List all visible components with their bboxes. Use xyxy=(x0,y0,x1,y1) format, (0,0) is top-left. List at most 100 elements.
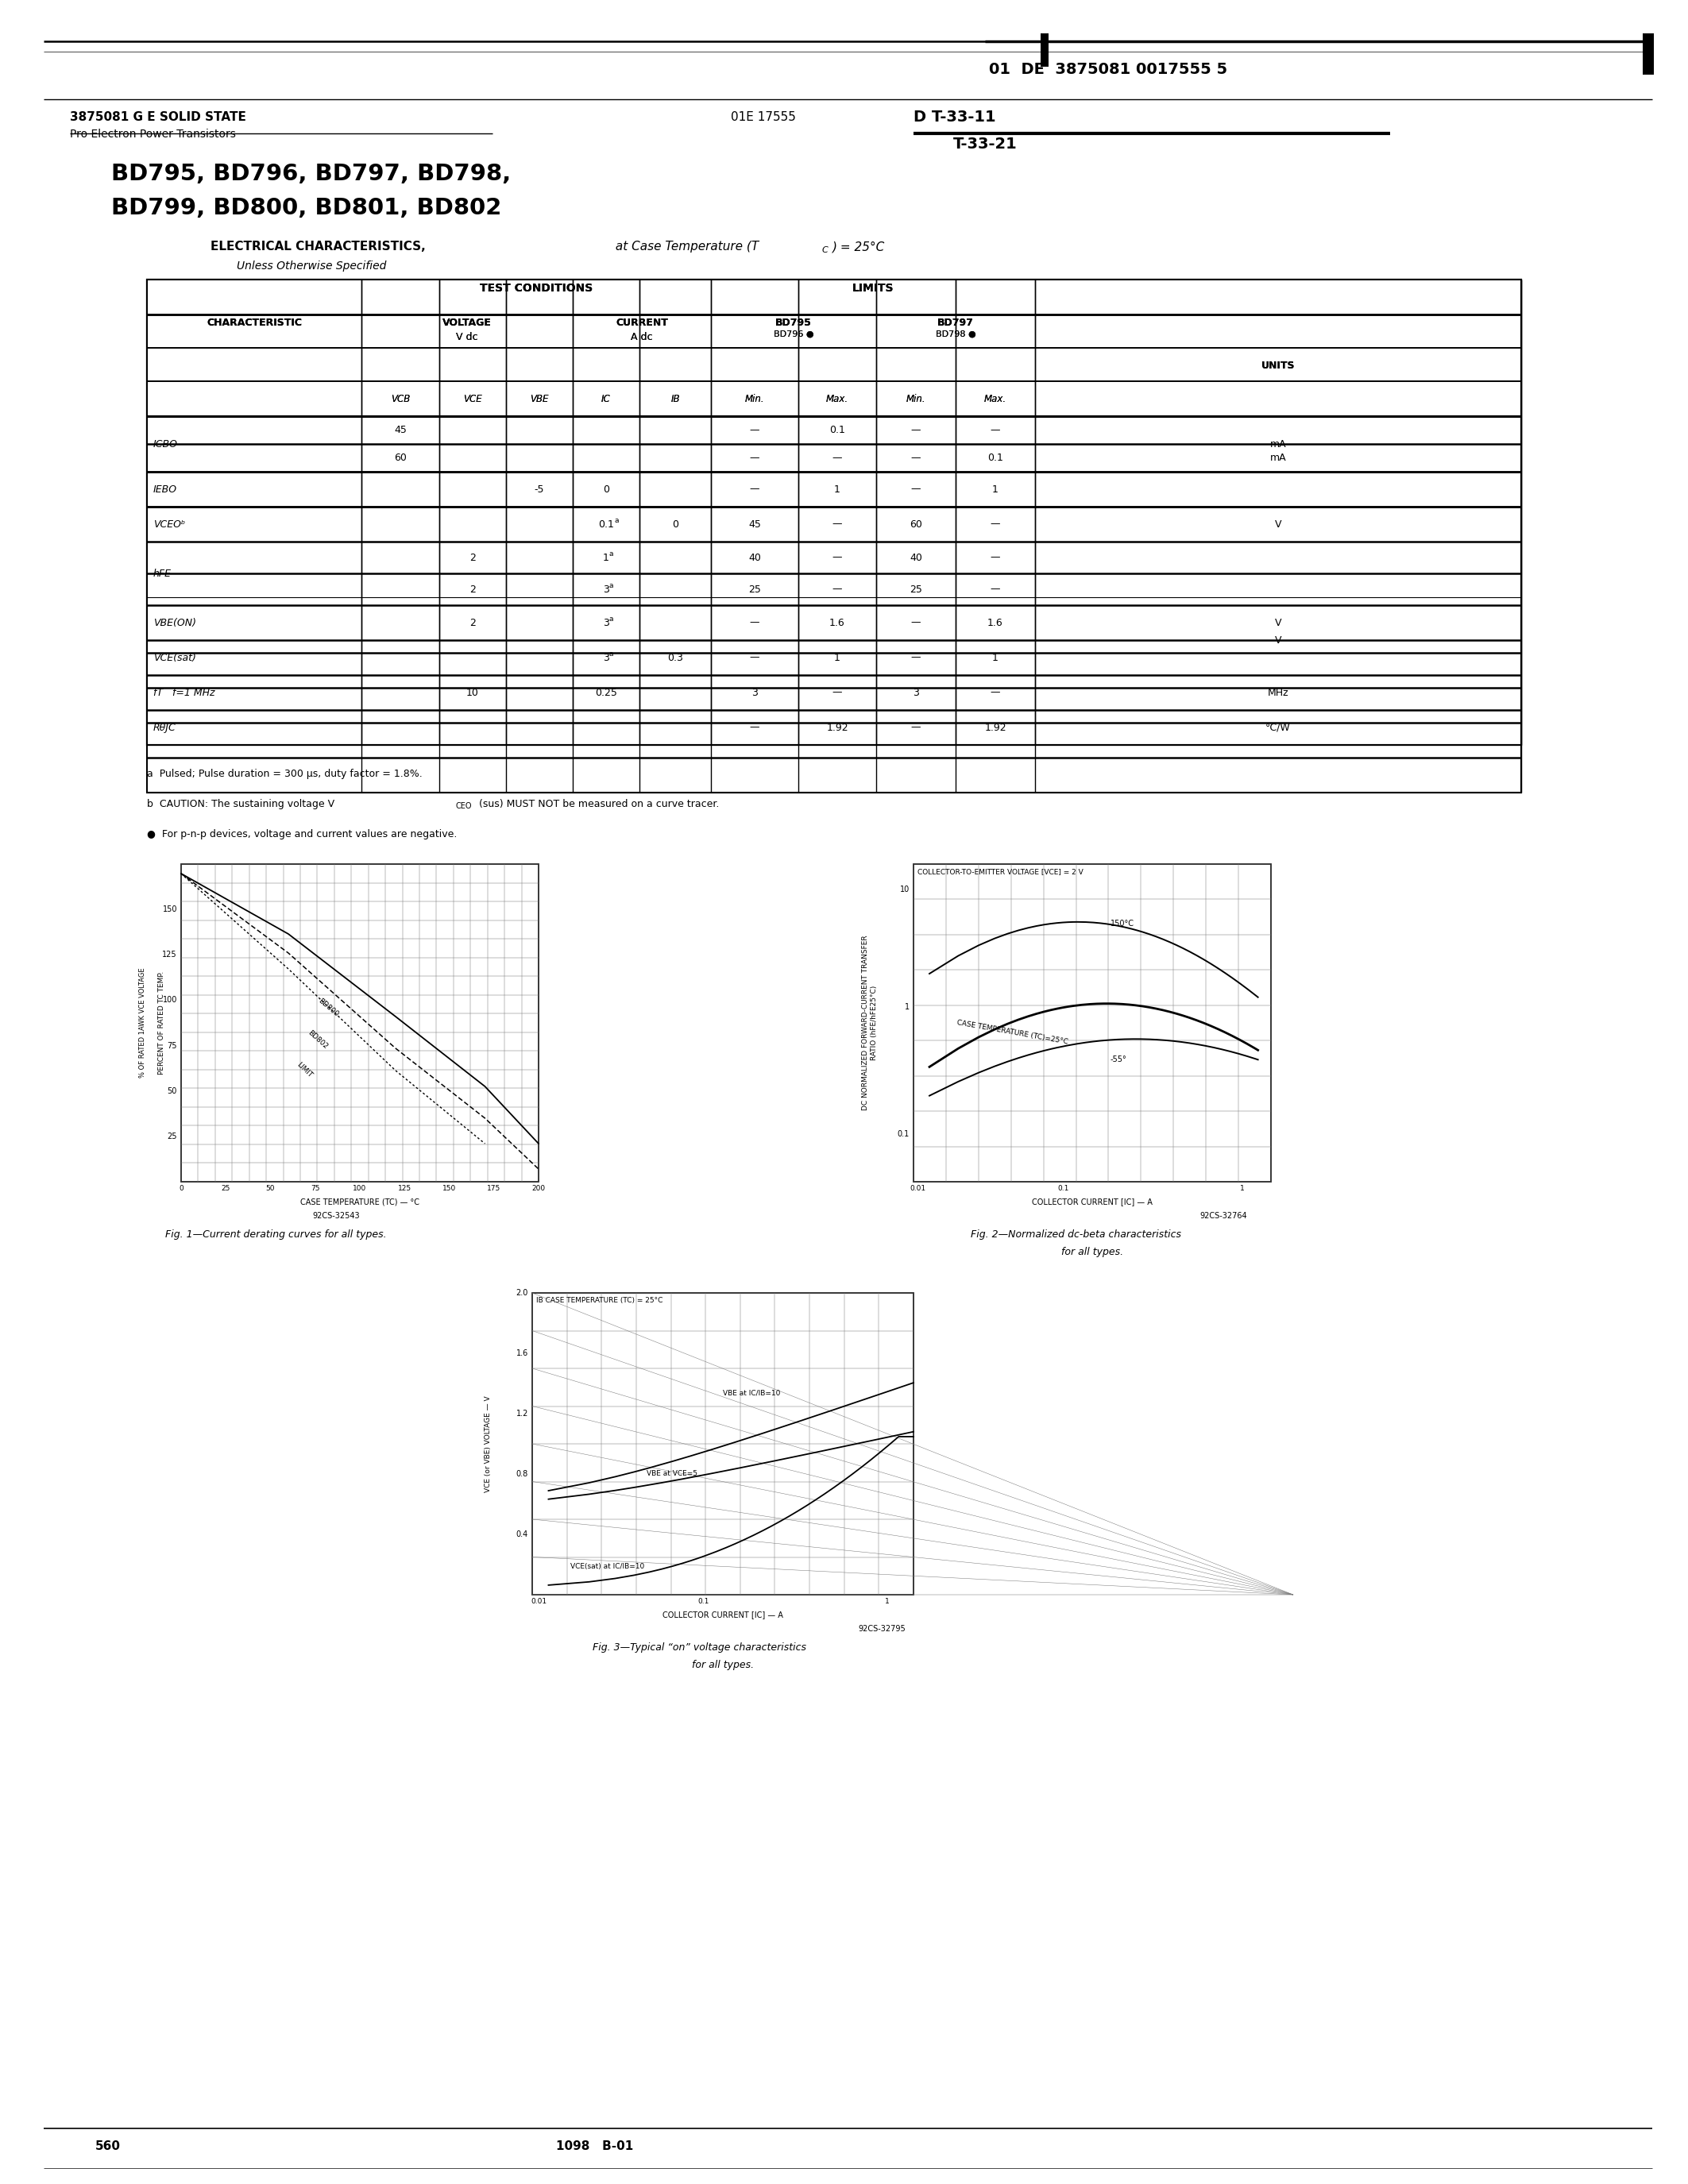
Text: 1.6: 1.6 xyxy=(987,618,1003,627)
Text: 25: 25 xyxy=(748,583,761,594)
Text: BD798 ●: BD798 ● xyxy=(935,330,976,339)
Text: 100: 100 xyxy=(162,996,177,1005)
Bar xyxy=(147,280,1521,793)
Text: VCE(sat) at IC/IB=10: VCE(sat) at IC/IB=10 xyxy=(571,1564,645,1570)
Text: a  Pulsed; Pulse duration = 300 μs, duty factor = 1.8%.: a Pulsed; Pulse duration = 300 μs, duty … xyxy=(147,769,422,780)
Text: 92CS-32543: 92CS-32543 xyxy=(312,1212,360,1221)
Text: COLLECTOR CURRENT [IC] — A: COLLECTOR CURRENT [IC] — A xyxy=(662,1610,783,1618)
Text: BD797: BD797 xyxy=(937,317,974,328)
Text: —: — xyxy=(749,452,760,463)
Text: 2: 2 xyxy=(469,583,476,594)
Text: V: V xyxy=(1274,618,1281,627)
Text: BD795: BD795 xyxy=(775,317,812,328)
Text: 200: 200 xyxy=(532,1186,545,1192)
Text: 60: 60 xyxy=(393,452,407,463)
Text: 0: 0 xyxy=(672,520,679,529)
Text: 0.1: 0.1 xyxy=(699,1599,709,1605)
Text: 45: 45 xyxy=(393,426,407,435)
Text: Max.: Max. xyxy=(984,393,1006,404)
Text: —: — xyxy=(912,723,922,732)
Text: 125: 125 xyxy=(398,1186,412,1192)
Text: hFE: hFE xyxy=(154,568,172,579)
Text: 0.1: 0.1 xyxy=(898,1129,910,1138)
Text: Min.: Min. xyxy=(906,393,925,404)
Text: A dc: A dc xyxy=(631,332,653,343)
Text: 0.01: 0.01 xyxy=(910,1186,925,1192)
Text: LIMITS: LIMITS xyxy=(852,282,895,295)
Text: 560: 560 xyxy=(95,2140,122,2151)
Text: TEST CONDITIONS: TEST CONDITIONS xyxy=(479,282,592,295)
Text: 1: 1 xyxy=(1241,1186,1244,1192)
Text: 1: 1 xyxy=(603,553,609,563)
Text: LIMITS: LIMITS xyxy=(852,282,895,295)
Text: mA: mA xyxy=(1269,452,1286,463)
Text: 01  DE  3875081 0017555 5: 01 DE 3875081 0017555 5 xyxy=(989,61,1227,76)
Text: V dc: V dc xyxy=(456,332,478,343)
Text: (sus) MUST NOT be measured on a curve tracer.: (sus) MUST NOT be measured on a curve tr… xyxy=(479,799,719,810)
Text: for all types.: for all types. xyxy=(692,1660,755,1671)
Text: 1: 1 xyxy=(885,1599,890,1605)
Text: VBE at IC/IB=10: VBE at IC/IB=10 xyxy=(722,1389,780,1398)
Text: BD798 ●: BD798 ● xyxy=(935,330,976,339)
Text: —: — xyxy=(991,520,1001,529)
Text: C: C xyxy=(822,247,829,253)
Text: 0.3: 0.3 xyxy=(667,653,684,662)
Text: CEO: CEO xyxy=(456,802,471,810)
Text: 1.6: 1.6 xyxy=(829,618,846,627)
Text: ICBO: ICBO xyxy=(154,439,177,450)
Text: 1.2: 1.2 xyxy=(517,1409,528,1417)
Text: 10: 10 xyxy=(466,688,479,697)
Text: BD795: BD795 xyxy=(775,317,812,328)
Text: 0: 0 xyxy=(603,485,609,494)
Text: COLLECTOR-TO-EMITTER VOLTAGE [VCE] = 2 V: COLLECTOR-TO-EMITTER VOLTAGE [VCE] = 2 V xyxy=(918,867,1084,876)
Bar xyxy=(181,865,538,1182)
Text: V: V xyxy=(1274,520,1281,529)
Text: VBE: VBE xyxy=(530,393,549,404)
Bar xyxy=(913,865,1271,1182)
Text: % OF RATED 1AWK VCE VOLTAGE: % OF RATED 1AWK VCE VOLTAGE xyxy=(140,968,147,1079)
Text: —: — xyxy=(991,426,1001,435)
Text: VCE(sat): VCE(sat) xyxy=(154,653,196,662)
Text: IB: IB xyxy=(670,393,680,404)
Text: VCEOᵇ: VCEOᵇ xyxy=(154,520,186,529)
Text: 75: 75 xyxy=(167,1042,177,1051)
Text: MHz: MHz xyxy=(1268,688,1288,697)
Bar xyxy=(147,280,1521,745)
Text: —: — xyxy=(749,723,760,732)
Text: Min.: Min. xyxy=(906,393,925,404)
Text: Unless Otherwise Specified: Unless Otherwise Specified xyxy=(236,260,387,271)
Text: —: — xyxy=(912,426,922,435)
Text: IC: IC xyxy=(601,393,611,404)
Text: BD795, BD796, BD797, BD798,: BD795, BD796, BD797, BD798, xyxy=(111,164,511,186)
Text: VOLTAGE: VOLTAGE xyxy=(442,317,491,328)
Text: 2.0: 2.0 xyxy=(517,1289,528,1297)
Text: —: — xyxy=(749,485,760,494)
Bar xyxy=(1040,33,1048,68)
Text: 3: 3 xyxy=(603,583,609,594)
Text: b  CAUTION: The sustaining voltage V: b CAUTION: The sustaining voltage V xyxy=(147,799,334,810)
Text: VCE: VCE xyxy=(463,393,483,404)
Text: VBE: VBE xyxy=(530,393,549,404)
Text: —: — xyxy=(749,618,760,627)
Text: 25: 25 xyxy=(221,1186,230,1192)
Text: 75: 75 xyxy=(311,1186,319,1192)
Text: 25: 25 xyxy=(910,583,922,594)
Text: 2: 2 xyxy=(469,553,476,563)
Text: —: — xyxy=(832,553,842,563)
Bar xyxy=(1642,33,1654,74)
Text: COLLECTOR CURRENT [IC] — A: COLLECTOR CURRENT [IC] — A xyxy=(1031,1197,1153,1206)
Text: Max.: Max. xyxy=(984,393,1006,404)
Text: 0.1: 0.1 xyxy=(987,452,1003,463)
Text: ●  For p-n-p devices, voltage and current values are negative.: ● For p-n-p devices, voltage and current… xyxy=(147,830,457,839)
Text: —: — xyxy=(832,520,842,529)
Text: 150: 150 xyxy=(162,906,177,913)
Text: 1.92: 1.92 xyxy=(984,723,1006,732)
Text: T-33-21: T-33-21 xyxy=(954,138,1018,151)
Text: 0.1: 0.1 xyxy=(1058,1186,1070,1192)
Text: V: V xyxy=(1274,636,1281,644)
Text: UNITS: UNITS xyxy=(1261,360,1295,371)
Text: Max.: Max. xyxy=(825,393,849,404)
Text: 1: 1 xyxy=(905,1002,910,1011)
Text: 150°C: 150°C xyxy=(1111,919,1134,928)
Text: 40: 40 xyxy=(748,553,761,563)
